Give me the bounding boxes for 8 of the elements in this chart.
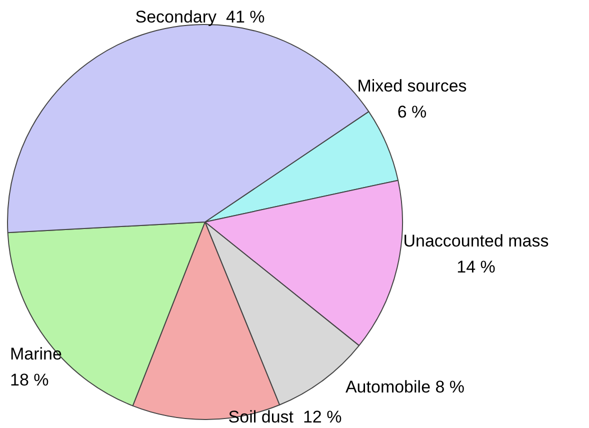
slice-label: Secondary 41 % [135, 8, 265, 27]
slice-label: Marine [10, 344, 62, 364]
slice-label: Automobile 8 % [345, 378, 465, 397]
data-label: 18 % [10, 370, 49, 390]
slice-label: Unaccounted mass [403, 232, 549, 251]
slice-label: Mixed sources [357, 76, 467, 96]
data-label: 14 % [456, 258, 496, 277]
data-label: 6 % [397, 102, 427, 122]
